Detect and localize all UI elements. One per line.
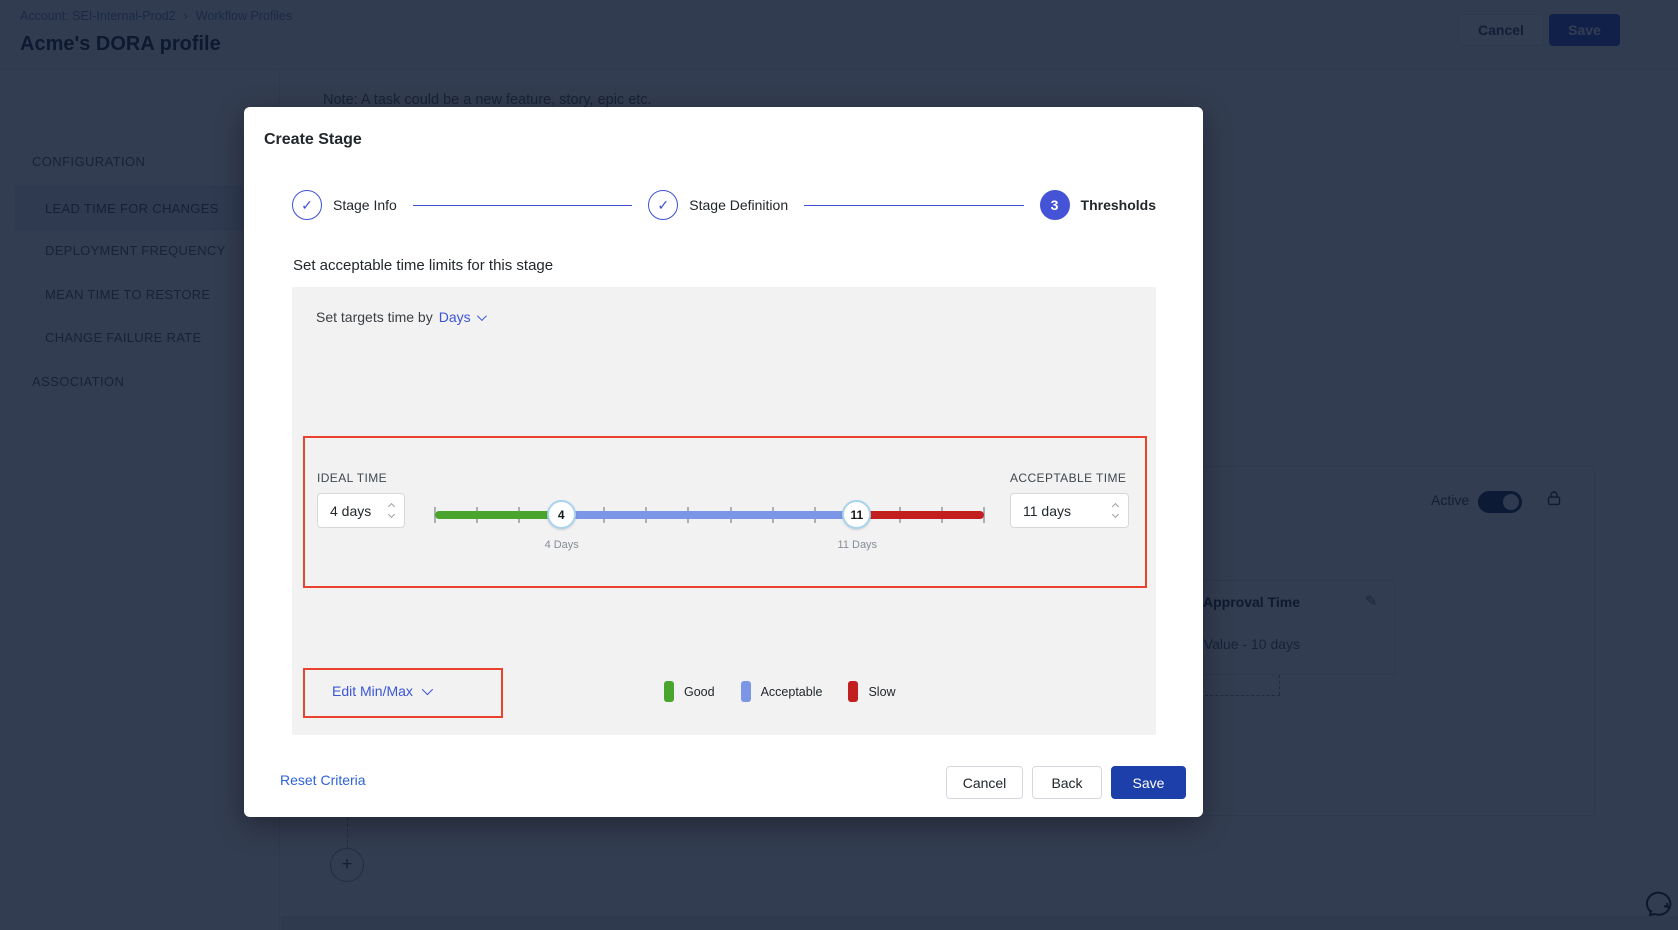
step-label: Stage Info — [333, 197, 397, 213]
stepper-arrows-icon[interactable] — [387, 501, 397, 522]
slider-legend: Good Acceptable Slow — [664, 681, 896, 702]
modal-heading: Set acceptable time limits for this stag… — [293, 257, 554, 274]
step-check-icon: ✓ — [648, 190, 679, 220]
set-targets-label: Set targets time by — [316, 309, 433, 325]
step-thresholds[interactable]: 3 Thresholds — [1039, 190, 1157, 220]
edit-minmax-label: Edit Min/Max — [332, 683, 413, 699]
step-connector — [804, 204, 1024, 206]
segment-good — [435, 511, 562, 519]
chevron-down-icon — [476, 310, 487, 321]
slider-tick — [983, 507, 985, 523]
chevron-down-icon — [421, 683, 433, 696]
stepper-arrows-icon[interactable] — [1111, 501, 1121, 522]
legend-label: Good — [684, 684, 715, 699]
ideal-slider-handle-label: 4 Days — [544, 539, 579, 551]
acceptable-time-input[interactable] — [1011, 494, 1128, 527]
ideal-time-label: IDEAL TIME — [317, 471, 388, 485]
save-button[interactable]: Save — [1111, 766, 1186, 799]
good-swatch-icon — [664, 681, 674, 702]
stepper: ✓ Stage Info ✓ Stage Definition 3 Thresh… — [292, 190, 1156, 220]
unit-dropdown[interactable]: Days — [438, 309, 471, 325]
thresholds-panel: Set targets time by Days IDEAL TIME 4 4 D… — [292, 287, 1156, 735]
acceptable-swatch-icon — [740, 681, 751, 702]
set-targets-row: Set targets time by Days — [316, 309, 487, 325]
modal-footer-buttons: Cancel Back Save — [946, 766, 1186, 799]
step-stage-info[interactable]: ✓ Stage Info — [292, 190, 397, 220]
ideal-slider-handle[interactable]: 4 — [546, 500, 576, 529]
step-stage-definition[interactable]: ✓ Stage Definition — [648, 190, 788, 220]
acceptable-slider-handle-label: 11 Days — [837, 539, 878, 551]
segment-acceptable — [561, 511, 858, 519]
legend-label: Slow — [868, 684, 896, 699]
modal-title: Create Stage — [264, 131, 362, 148]
legend-item-slow: Slow — [848, 681, 896, 702]
acceptable-slider-handle[interactable]: 11 — [842, 500, 872, 529]
acceptable-time-label: ACCEPTABLE TIME — [1010, 471, 1127, 485]
step-label: Thresholds — [1080, 197, 1157, 213]
edit-minmax-button[interactable]: Edit Min/Max — [332, 683, 433, 699]
segment-slow — [857, 511, 984, 519]
step-label: Stage Definition — [689, 197, 789, 213]
reset-criteria-link[interactable]: Reset Criteria — [280, 772, 366, 788]
step-connector — [412, 204, 633, 206]
ideal-time-input[interactable] — [318, 494, 404, 527]
step-number: 3 — [1039, 190, 1070, 220]
cancel-button[interactable]: Cancel — [946, 766, 1023, 799]
legend-label: Acceptable — [760, 684, 823, 699]
step-check-icon: ✓ — [292, 190, 322, 220]
legend-item-good: Good — [664, 681, 715, 702]
acceptable-time-input-wrap — [1010, 493, 1129, 528]
ideal-time-input-wrap — [317, 493, 405, 528]
threshold-slider: 4 4 Days 11 11 Days — [434, 483, 985, 559]
slow-swatch-icon — [848, 681, 859, 702]
create-stage-modal: Create Stage ✓ Stage Info ✓ Stage Defini… — [244, 107, 1203, 817]
legend-item-acceptable: Acceptable — [740, 681, 823, 702]
back-button[interactable]: Back — [1032, 766, 1102, 799]
